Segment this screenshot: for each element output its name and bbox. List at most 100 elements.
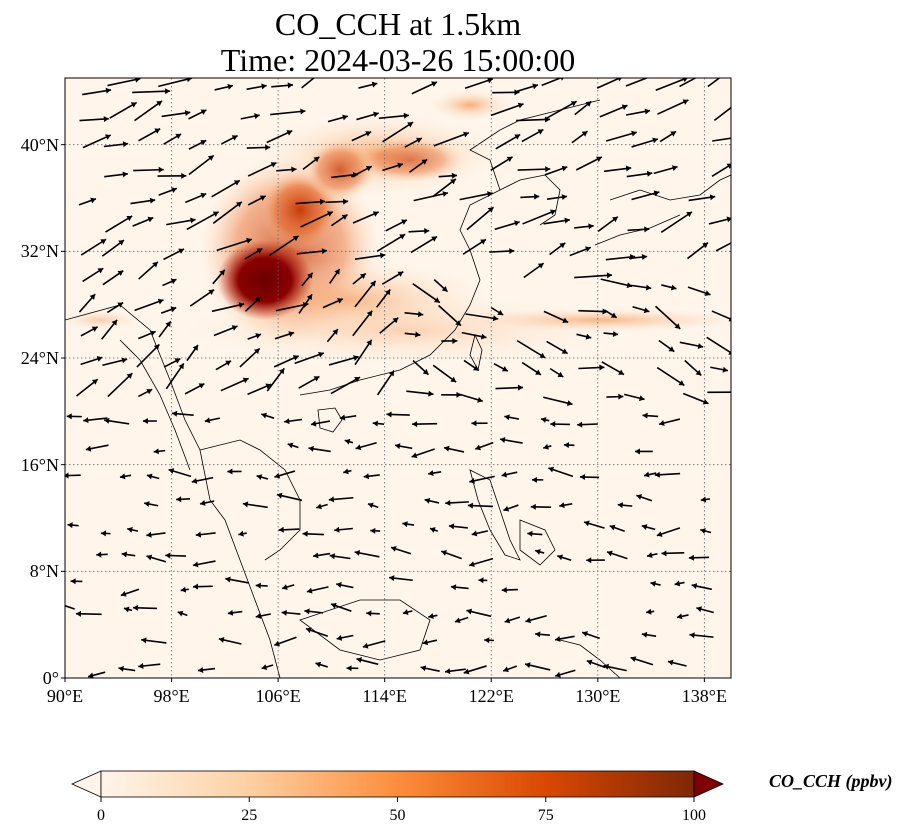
wind-arrow xyxy=(302,156,320,171)
wind-arrow xyxy=(313,552,331,559)
wind-arrow xyxy=(276,492,303,502)
wind-vectors xyxy=(65,78,731,678)
wind-arrow xyxy=(544,100,578,121)
wind-arrow xyxy=(221,134,238,145)
wind-arrow xyxy=(220,377,249,392)
wind-arrow xyxy=(146,473,160,480)
wind-arrow xyxy=(554,669,576,678)
wind-arrow xyxy=(499,437,523,444)
wind-arrow xyxy=(386,411,410,418)
wind-arrow xyxy=(433,131,470,147)
wind-arrow xyxy=(706,336,731,355)
wind-arrow xyxy=(83,417,108,424)
wind-arrow xyxy=(225,576,249,584)
wind-arrow xyxy=(628,254,648,261)
coastlines xyxy=(65,99,731,678)
wind-arrow xyxy=(389,575,413,582)
map-title: CO_CCH at 1.5km xyxy=(274,6,522,42)
wind-arrow xyxy=(696,606,714,614)
wind-arrow xyxy=(630,656,654,666)
wind-arrow xyxy=(177,610,188,617)
wind-arrow xyxy=(296,248,328,255)
wind-arrow xyxy=(102,357,128,367)
wind-arrow xyxy=(646,552,658,558)
wind-arrow xyxy=(655,78,689,91)
wind-arrow xyxy=(246,144,271,151)
wind-arrow xyxy=(212,201,243,224)
wind-arrow xyxy=(444,668,466,675)
map-frame xyxy=(64,77,732,679)
colorbar-tick-label: 0 xyxy=(97,807,105,824)
wind-arrow xyxy=(438,172,458,179)
wind-arrow xyxy=(100,530,111,537)
wind-arrow xyxy=(625,108,651,116)
wind-arrow xyxy=(609,524,625,533)
wind-arrow xyxy=(707,78,721,88)
wind-arrow xyxy=(466,608,492,618)
wind-arrow xyxy=(454,616,469,624)
wind-arrow xyxy=(334,526,353,533)
wind-arrow xyxy=(385,219,408,232)
wind-arrow xyxy=(132,604,158,611)
wind-arrow xyxy=(244,296,262,312)
wind-arrow xyxy=(284,418,303,425)
colorbar-tick-label: 75 xyxy=(537,807,554,824)
wind-arrow xyxy=(563,442,575,449)
wind-arrow xyxy=(402,609,413,615)
wind-arrow xyxy=(67,522,79,529)
wind-arrow xyxy=(330,376,361,395)
wind-arrow xyxy=(281,609,301,616)
wind-arrow xyxy=(674,580,685,587)
wind-arrow xyxy=(471,530,489,537)
colorbar-tick-label: 50 xyxy=(389,807,406,824)
colorbar-label: CO_CCH (ppbv) xyxy=(769,771,893,791)
wind-arrow xyxy=(468,557,494,567)
wind-arrow xyxy=(441,550,462,560)
wind-arrow xyxy=(103,141,129,148)
wind-arrow xyxy=(494,220,520,231)
wind-arrow xyxy=(352,211,379,224)
wind-arrow xyxy=(123,606,133,613)
wind-arrow xyxy=(524,662,551,671)
wind-arrow xyxy=(643,471,657,478)
wind-arrow xyxy=(227,468,242,475)
wind-arrow xyxy=(530,503,551,510)
wind-arrow xyxy=(521,361,542,376)
wind-arrow xyxy=(134,100,163,122)
wind-arrow xyxy=(578,308,608,315)
wind-arrow xyxy=(520,193,540,200)
wind-arrow xyxy=(411,448,435,459)
wind-arrow xyxy=(75,610,102,617)
wind-arrow xyxy=(266,367,285,392)
wind-arrow xyxy=(682,392,709,405)
wind-arrow xyxy=(351,130,372,142)
wind-arrow xyxy=(650,580,661,587)
wind-arrow xyxy=(261,664,274,670)
wind-arrow xyxy=(428,613,438,620)
wind-arrow xyxy=(372,420,385,427)
gridlines xyxy=(65,78,731,678)
wind-arrow xyxy=(543,217,570,225)
wind-arrow xyxy=(503,504,519,512)
wind-arrow xyxy=(352,272,367,285)
wind-arrow xyxy=(189,289,215,307)
wind-arrow xyxy=(78,293,96,313)
wind-arrow xyxy=(715,242,731,252)
wind-arrow xyxy=(246,83,267,91)
wind-arrow xyxy=(689,632,714,639)
wind-arrow xyxy=(138,261,159,280)
wind-arrow xyxy=(180,586,189,593)
lat-tick-label: 0° xyxy=(42,668,59,688)
wind-arrow xyxy=(188,109,207,120)
wind-arrow xyxy=(412,359,430,376)
wind-arrow xyxy=(107,78,141,87)
lon-tick-label: 98°E xyxy=(153,686,190,706)
wind-arrow xyxy=(354,339,373,366)
wind-arrow xyxy=(163,133,182,145)
wind-arrow xyxy=(106,301,124,314)
lon-tick-label: 114°E xyxy=(362,686,407,706)
wind-arrow xyxy=(521,128,544,143)
wind-arrow xyxy=(586,557,605,564)
wind-arrow xyxy=(707,391,731,394)
wind-arrow xyxy=(239,347,261,368)
